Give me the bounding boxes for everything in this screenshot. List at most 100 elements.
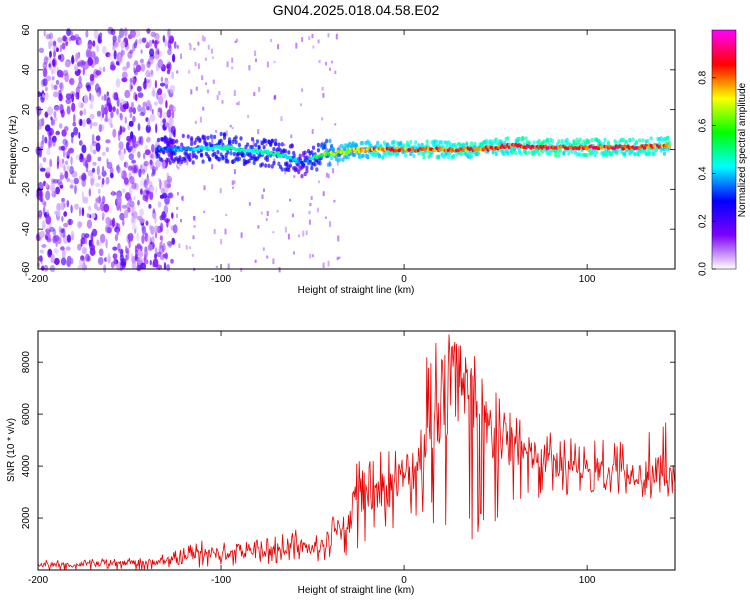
spectrogram-cell xyxy=(106,226,111,234)
spectrogram-cell xyxy=(157,88,163,96)
spectrogram-cell xyxy=(171,105,176,113)
spectrogram-cell xyxy=(138,168,142,178)
spectrogram-cell xyxy=(81,232,86,240)
spectrogram-cell xyxy=(155,159,161,168)
colorbar-tick-label: 0.8 xyxy=(698,70,709,84)
spectrogram-cell xyxy=(95,56,99,65)
spectrogram-cell xyxy=(151,143,155,153)
spectrogram-cell xyxy=(305,230,308,236)
spectrogram-cell xyxy=(161,211,166,221)
spectrogram-cell xyxy=(166,172,170,179)
spectrogram-cell xyxy=(53,50,56,58)
spectrogram-cell xyxy=(175,139,179,144)
spectrogram-cell xyxy=(89,102,94,110)
spectrogram-cell xyxy=(120,258,127,267)
spectrogram-cell xyxy=(179,163,182,167)
spectrogram-cell xyxy=(437,154,441,159)
snr-plot-area xyxy=(38,331,675,570)
spectrogram-cell xyxy=(409,140,413,145)
spectrogram-cell xyxy=(112,92,117,101)
spectrogram-cell xyxy=(86,117,91,125)
spectrogram-cell xyxy=(162,111,168,119)
spectrogram-cell xyxy=(585,152,589,158)
spectrogram-cell xyxy=(68,218,72,226)
spectrogram-cell xyxy=(124,116,128,124)
spectrogram-cell xyxy=(595,150,599,155)
spectrogram-cell xyxy=(215,130,218,133)
spectrogram-cell xyxy=(218,91,221,96)
spectrogram-cell xyxy=(81,246,87,255)
spectrogram-cell xyxy=(253,92,256,97)
spectrogram-cell xyxy=(287,150,291,155)
spectrogram-cell xyxy=(527,150,531,155)
spectrogram-cell xyxy=(150,225,155,235)
spectrogram-cell xyxy=(435,139,439,144)
spectrogram-cell xyxy=(159,235,163,241)
spectrogram-cell xyxy=(208,157,212,162)
spectrogram-cell xyxy=(210,48,213,54)
spectrogram-cell xyxy=(65,140,69,148)
spectrogram-cell xyxy=(155,47,159,55)
spectrogram-cell xyxy=(149,48,155,57)
spectrogram-cell xyxy=(327,173,330,179)
spectrogram-cell xyxy=(158,50,163,57)
spectrogram-cell xyxy=(81,119,86,127)
spectrogram-cell xyxy=(63,222,69,228)
spectrogram-cell xyxy=(231,180,234,185)
spectrogram-cell xyxy=(137,104,142,112)
spectrogram-cell xyxy=(67,218,74,226)
spectrogram-cell xyxy=(301,163,306,167)
spectrogram-cell xyxy=(129,185,133,196)
spectrogram-cell xyxy=(294,153,296,158)
spectrogram-cell xyxy=(308,36,311,41)
spectrogram-cell xyxy=(191,253,194,257)
spectrogram-cell xyxy=(50,83,54,91)
spectrogram-cell xyxy=(90,50,96,59)
spectrogram-cell xyxy=(484,138,489,144)
spectrogram-cell xyxy=(62,148,66,158)
spectrogram-cell xyxy=(135,249,139,259)
spectrogram-cell xyxy=(206,154,210,159)
spectrogram-cell xyxy=(176,192,179,196)
snr-line xyxy=(37,334,676,572)
spectrogram-cell xyxy=(134,60,139,66)
spectrogram-cell xyxy=(166,175,173,184)
spectrogram-cell xyxy=(336,256,339,261)
spectrogram-cell xyxy=(336,159,339,166)
spectrogram-cell xyxy=(338,145,341,152)
spectrogram-cell xyxy=(164,79,169,85)
spectrogram-cell xyxy=(127,232,134,242)
spectrogram-cell xyxy=(226,159,230,164)
spectrogram-cell xyxy=(123,161,126,168)
spectrogram-cell xyxy=(115,78,121,88)
spectrogram-cell xyxy=(70,156,73,166)
spectrogram-cell xyxy=(102,165,105,174)
spectrogram-cell xyxy=(53,116,58,122)
spectrogram-cell xyxy=(236,102,239,105)
spectrogram-cell xyxy=(157,58,164,69)
spectrogram-cell xyxy=(144,149,151,156)
spectrogram-cell xyxy=(381,155,385,160)
spectrogram-cell xyxy=(132,166,138,174)
spectrogram-cell xyxy=(570,149,574,154)
spectrogram-cell xyxy=(164,252,168,260)
spectrogram-cell xyxy=(131,253,134,261)
spectrogram-cell xyxy=(261,194,264,199)
spectrogram-cell xyxy=(144,144,148,150)
spectrogram-cell xyxy=(160,76,164,83)
spectrogram-cell xyxy=(120,41,126,49)
spectrogram-cell xyxy=(557,153,561,158)
spectrogram-cell xyxy=(176,164,179,168)
spectrogram-cell xyxy=(78,101,82,109)
spectrogram-cell xyxy=(231,126,234,130)
spectrogram-cell xyxy=(147,243,153,252)
spectrogram-cell xyxy=(158,95,164,105)
spectrogram-cell xyxy=(42,206,46,216)
spectrogram-cell xyxy=(48,226,55,232)
spectrogram-cell xyxy=(66,234,72,243)
spectrogram-cell xyxy=(252,160,256,165)
spectrogram-cell xyxy=(322,93,325,98)
spectrogram-cell xyxy=(264,163,268,168)
spectrogram-cell xyxy=(308,219,311,225)
spectrogram-cell xyxy=(233,90,236,96)
